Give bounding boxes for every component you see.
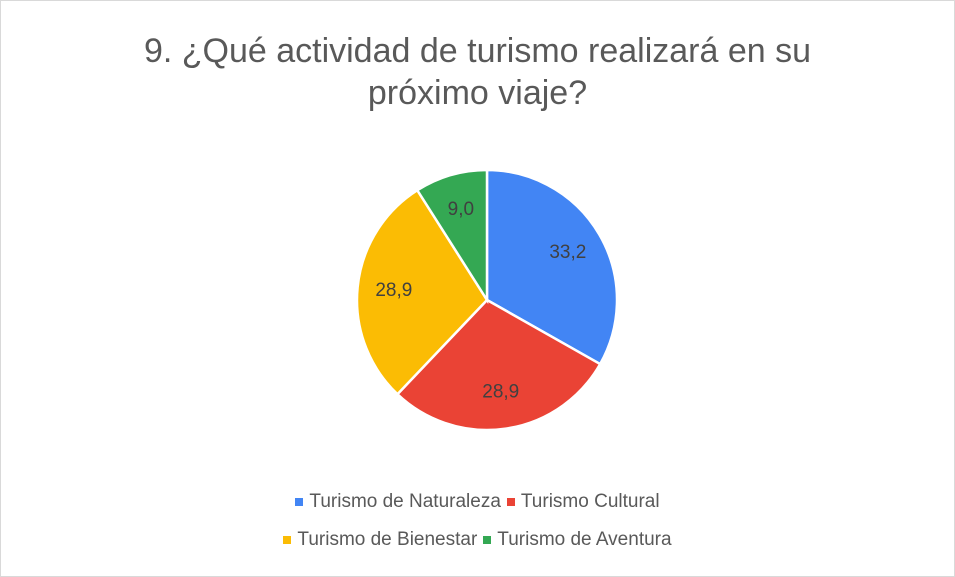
legend-swatch [506, 498, 515, 506]
legend-label: Turismo de Naturaleza [309, 491, 501, 512]
data-label: 28,9 [482, 382, 519, 403]
pie-slice [415, 168, 489, 305]
legend-item: Turismo de Aventura [483, 528, 672, 552]
legend-item: Turismo Cultural [506, 490, 660, 514]
data-label: 33,2 [549, 242, 586, 263]
legend-item: Turismo de Bienestar [283, 528, 477, 552]
legend: Turismo de Naturaleza Turismo Cultural Tur… [200, 490, 755, 552]
pie-slice [395, 298, 602, 432]
legend-item: Turismo de Naturaleza [295, 490, 501, 514]
legend-swatch [483, 536, 492, 544]
legend-swatch [283, 536, 292, 544]
legend-label: Turismo de Bienestar [297, 529, 478, 550]
chart-title: 9. ¿Qué actividad de turismo realizará e… [143, 32, 812, 112]
data-label: 9,0 [448, 199, 474, 220]
legend-label: Turismo de Aventura [497, 529, 672, 550]
legend-label: Turismo Cultural [520, 491, 660, 512]
legend-swatch [295, 498, 304, 506]
pie-slice [485, 168, 619, 366]
pie-slice [355, 188, 489, 396]
data-label: 28,9 [375, 280, 412, 301]
